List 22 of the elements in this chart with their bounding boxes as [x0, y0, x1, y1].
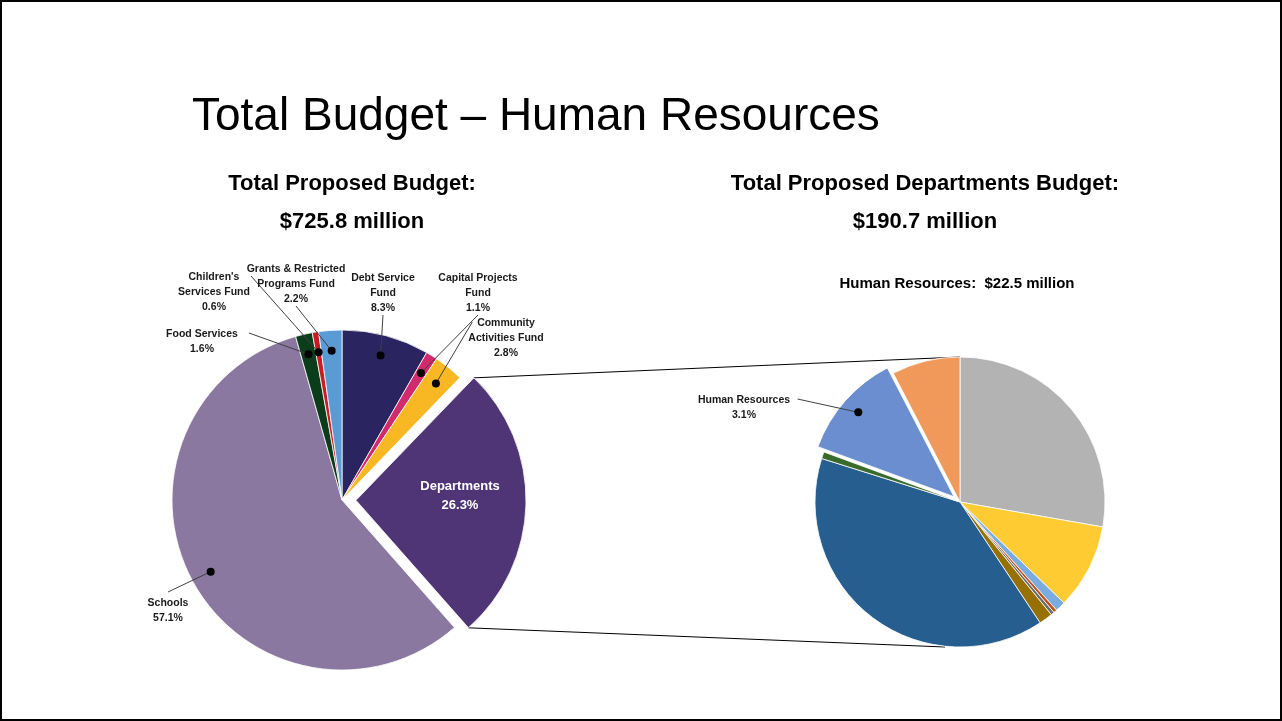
- data-label: 1.1%: [466, 301, 491, 313]
- data-label: 3.1%: [732, 408, 757, 420]
- data-label: 26.3%: [441, 497, 479, 512]
- text: Total Budget – Human Resources: [192, 88, 880, 140]
- slice-label: Human Resources: [697, 393, 791, 405]
- data-label: 0.6%: [202, 300, 227, 312]
- data-label: 2.2%: [284, 292, 309, 304]
- slice-label: Community Activities Fund: [468, 316, 544, 343]
- data-label: 1.6%: [190, 342, 215, 354]
- data-label: 2.8%: [494, 346, 519, 358]
- slice-label: Departments: [420, 478, 500, 493]
- data-label: 8.3%: [371, 301, 396, 313]
- slice-label: Schools: [147, 596, 189, 608]
- slice-label: Debt Service Fund: [351, 271, 415, 298]
- chart-title: Total Proposed Budget:: [228, 170, 476, 195]
- slice-label: Food Services: [166, 327, 239, 339]
- chart-subtitle: $190.7 million: [852, 208, 998, 233]
- slice-label: Capital Projects Fund: [438, 271, 518, 298]
- data-label: 57.1%: [153, 611, 184, 623]
- chart-subtitle: $725.8 million: [279, 208, 425, 233]
- chart-title: Total Proposed Departments Budget:: [730, 170, 1120, 195]
- text: Human Resources: $22.5 million: [839, 274, 1075, 291]
